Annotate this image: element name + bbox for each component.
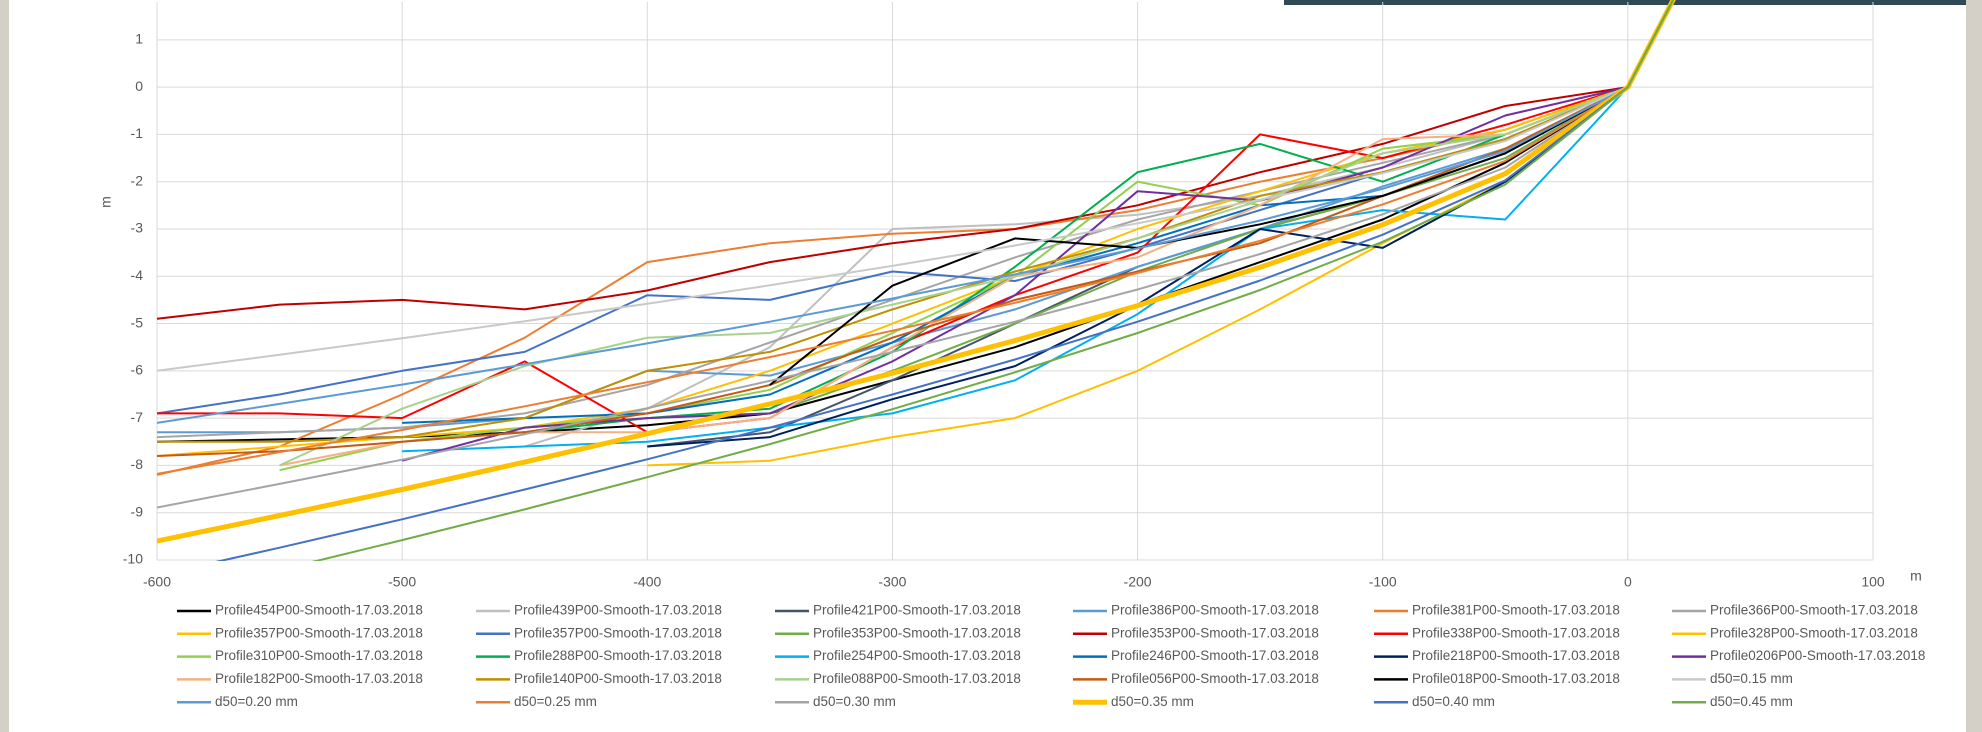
legend-label: Profile357P00-Smooth-17.03.2018 [514, 625, 722, 640]
legend-label: d50=0.25 mm [514, 694, 597, 709]
x-tick-label: -300 [878, 574, 906, 590]
legend-label: Profile353P00-Smooth-17.03.2018 [813, 625, 1021, 640]
y-axis-label: m [98, 196, 114, 208]
series-line [157, 0, 1677, 442]
series-line [157, 0, 1677, 319]
legend-label: Profile338P00-Smooth-17.03.2018 [1412, 625, 1620, 640]
y-tick-label: -3 [131, 220, 144, 236]
series-line [647, 0, 1677, 447]
legend-label: d50=0.35 mm [1111, 694, 1194, 709]
legend-label: Profile381P00-Smooth-17.03.2018 [1412, 603, 1620, 618]
legend-label: Profile288P00-Smooth-17.03.2018 [514, 648, 722, 663]
chart: m m -10-9-8-7-6-5-4-3-2-101-600-500-400-… [0, 0, 1982, 732]
legend-label: d50=0.20 mm [215, 694, 298, 709]
legend-label: Profile454P00-Smooth-17.03.2018 [215, 603, 423, 618]
legend-label: Profile140P00-Smooth-17.03.2018 [514, 671, 722, 686]
series-line [402, 0, 1677, 423]
series-line [157, 0, 1677, 413]
x-tick-label: -600 [143, 574, 171, 590]
y-tick-label: -10 [123, 551, 143, 567]
legend-label: Profile328P00-Smooth-17.03.2018 [1710, 625, 1918, 640]
y-tick-label: -9 [131, 503, 144, 519]
x-tick-label: -200 [1124, 574, 1152, 590]
legend-label: d50=0.40 mm [1412, 694, 1495, 709]
x-tick-label: 0 [1624, 574, 1632, 590]
series-line [157, 0, 1677, 575]
legend-label: d50=0.30 mm [813, 694, 896, 709]
legend-label: Profile088P00-Smooth-17.03.2018 [813, 671, 1021, 686]
x-tick-label: -100 [1369, 574, 1397, 590]
legend-label: Profile386P00-Smooth-17.03.2018 [1111, 603, 1319, 618]
y-tick-label: -6 [131, 362, 144, 378]
legend-label: Profile254P00-Smooth-17.03.2018 [813, 648, 1021, 663]
series-line [157, 0, 1677, 508]
window-border [1966, 0, 1982, 732]
legend-label: Profile182P00-Smooth-17.03.2018 [215, 671, 423, 686]
y-tick-label: -5 [131, 314, 144, 330]
legend-label: Profile353P00-Smooth-17.03.2018 [1111, 625, 1319, 640]
window-border [0, 0, 9, 732]
y-tick-label: -1 [131, 125, 144, 141]
y-tick-label: -7 [131, 409, 144, 425]
x-axis-label: m [1910, 568, 1922, 584]
y-tick-label: -4 [131, 267, 144, 283]
y-tick-label: -2 [131, 172, 144, 188]
x-tick-label: -400 [633, 574, 661, 590]
x-tick-label: 100 [1861, 574, 1885, 590]
series-line [157, 0, 1677, 442]
legend-label: Profile018P00-Smooth-17.03.2018 [1412, 671, 1620, 686]
legend-label: Profile246P00-Smooth-17.03.2018 [1111, 648, 1319, 663]
legend-label: Profile056P00-Smooth-17.03.2018 [1111, 671, 1319, 686]
series-line [157, 0, 1677, 437]
plot-area [157, 0, 1677, 598]
legend-label: d50=0.45 mm [1710, 694, 1793, 709]
legend-label: Profile310P00-Smooth-17.03.2018 [215, 648, 423, 663]
legend-label: Profile218P00-Smooth-17.03.2018 [1412, 648, 1620, 663]
legend-label: d50=0.15 mm [1710, 671, 1793, 686]
x-tick-label: -500 [388, 574, 416, 590]
series-line [157, 0, 1677, 475]
y-tick-label: 1 [135, 31, 143, 47]
y-tick-label: -8 [131, 456, 144, 472]
legend-label: Profile0206P00-Smooth-17.03.2018 [1710, 648, 1925, 663]
legend-label: Profile366P00-Smooth-17.03.2018 [1710, 603, 1918, 618]
photo-strip [1284, 0, 1966, 5]
series-line [157, 0, 1677, 541]
legend-label: Profile421P00-Smooth-17.03.2018 [813, 603, 1021, 618]
legend-label: Profile357P00-Smooth-17.03.2018 [215, 625, 423, 640]
legend-label: Profile439P00-Smooth-17.03.2018 [514, 603, 722, 618]
series-line [647, 0, 1677, 447]
series-line [280, 0, 1677, 470]
y-tick-label: 0 [135, 78, 143, 94]
